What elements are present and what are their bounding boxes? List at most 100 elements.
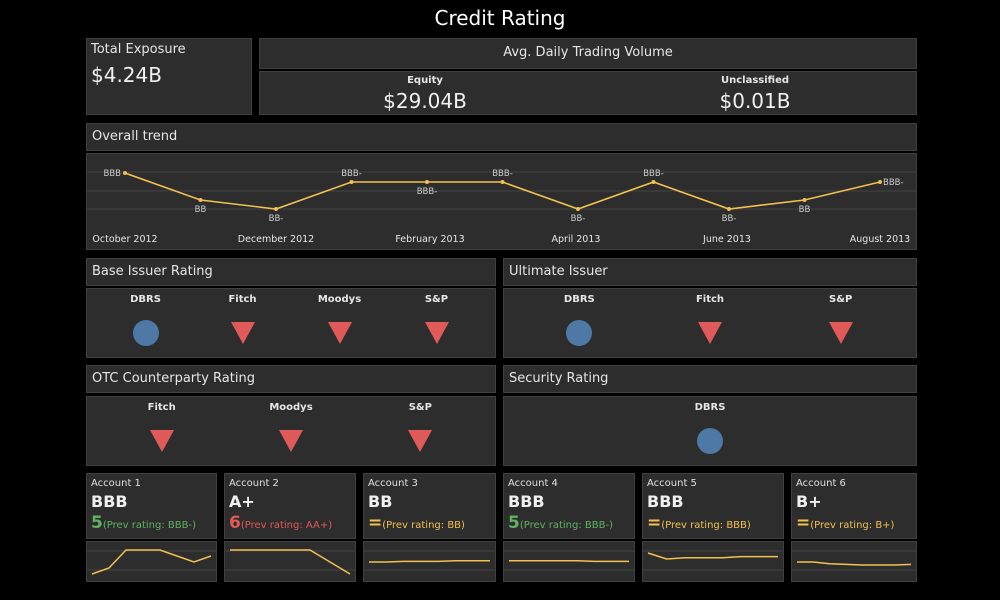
- account-sparkline-panel: [791, 541, 917, 582]
- trend-point: [878, 180, 882, 184]
- account-rating: BB: [368, 492, 393, 511]
- account-label: Account 3: [368, 478, 418, 489]
- account-card[interactable]: Account 3 BB =(Prev rating: BB): [363, 473, 496, 539]
- account-change: =(Prev rating: BB): [368, 513, 465, 533]
- down-triangle-icon: [698, 322, 722, 344]
- account-label: Account 1: [91, 478, 141, 489]
- trend-point: [349, 180, 354, 184]
- account-card[interactable]: Account 1 BBB 5(Prev rating: BBB-): [86, 473, 217, 539]
- trend-point: [651, 180, 656, 184]
- trend-x-tick-label: April 2013: [552, 234, 601, 245]
- account-change-indicator: 5: [91, 513, 103, 533]
- trend-data-label: BB: [195, 205, 207, 215]
- ultimate-issuer-label-fitch: Fitch: [695, 294, 725, 305]
- account-change: =(Prev rating: B+): [796, 513, 894, 533]
- account-sparkline: [643, 550, 783, 571]
- account-prev-rating: (Prev rating: B+): [810, 520, 895, 531]
- account-rating: BBB: [91, 492, 128, 511]
- account-sparkline: [364, 550, 495, 571]
- down-triangle-icon: [327, 322, 352, 344]
- account-change: 5(Prev rating: BBB-): [508, 513, 613, 533]
- adtv-title: Avg. Daily Trading Volume: [503, 45, 673, 60]
- sparkline-line: [797, 561, 912, 566]
- account-change: =(Prev rating: BBB): [647, 513, 751, 533]
- otc-title: OTC Counterparty Rating: [92, 371, 255, 386]
- account-change: 5(Prev rating: BBB-): [91, 513, 196, 533]
- circle-icon: [132, 320, 159, 346]
- down-triangle-icon: [424, 322, 449, 344]
- base-issuer-label-fitch: Fitch: [228, 294, 257, 305]
- account-sparkline-panel: [224, 541, 356, 582]
- down-triangle-icon: [828, 322, 853, 344]
- trend-point: [123, 171, 127, 175]
- account-sparkline: [792, 550, 916, 571]
- otc-label-sp: S&P: [408, 402, 432, 413]
- account-card[interactable]: Account 2 A+ 6(Prev rating: AA+): [224, 473, 356, 539]
- base-issuer-label-dbrs: DBRS: [130, 294, 161, 305]
- otc-label-fitch: Fitch: [147, 402, 176, 413]
- equity-value: $29.04B: [383, 89, 467, 113]
- trend-x-tick-label: June 2013: [702, 234, 751, 245]
- security-label-dbrs: DBRS: [694, 402, 726, 413]
- account-change: 6(Prev rating: AA+): [229, 513, 332, 533]
- trend-x-tick-label: December 2012: [238, 234, 314, 245]
- trend-point: [576, 207, 580, 211]
- down-triangle-icon: [408, 430, 433, 452]
- trend-chart: BBBBBBB-BBB-BBB-BBB-BB-BBB-BB-BBBBB-Octo…: [87, 169, 916, 245]
- page-title: Credit Rating: [434, 6, 566, 30]
- trend-data-label: BBB-: [341, 169, 362, 179]
- account-change-indicator: =: [368, 513, 383, 533]
- account-sparkline-panel: [86, 541, 217, 582]
- account-change-indicator: 5: [508, 513, 520, 533]
- trend-chart-panel: BBB BB BB- BBB- BBB- BBB- BB- BBB- BB- BB BBB- Octo…: [86, 153, 917, 250]
- account-label: Account 5: [647, 478, 697, 489]
- account-sparkline: [87, 549, 216, 575]
- unclassified-value: $0.01B: [719, 89, 791, 113]
- sparkline-line: [369, 560, 490, 563]
- security-panel: DBRS: [503, 396, 917, 466]
- account-rating: A+: [229, 492, 255, 511]
- adtv-header: Avg. Daily Trading Volume: [259, 38, 917, 69]
- account-label: Account 6: [796, 478, 846, 489]
- trend-point: [425, 180, 429, 184]
- account-rating: BBB: [508, 492, 545, 511]
- trend-x-tick-label: February 2013: [395, 234, 464, 245]
- circle-icon: [566, 320, 593, 346]
- trend-point: [274, 207, 278, 211]
- trend-point: [198, 198, 203, 202]
- account-prev-rating: (Prev rating: AA+): [240, 520, 333, 531]
- account-card[interactable]: Account 4 BBB 5(Prev rating: BBB-): [503, 473, 635, 539]
- account-label: Account 4: [508, 478, 558, 489]
- equity-label: Equity: [407, 75, 443, 86]
- trend-data-label: BBB-: [883, 178, 904, 188]
- unclassified-label: Unclassified: [720, 75, 790, 86]
- otc-label-moodys: Moodys: [269, 402, 313, 413]
- security-title-panel: Security Rating: [503, 365, 917, 393]
- adtv-values-panel: Equity $29.04B Unclassified $0.01B: [259, 71, 917, 115]
- ultimate-issuer-title: Ultimate Issuer: [509, 264, 608, 279]
- account-change-indicator: =: [647, 513, 662, 533]
- trend-data-label: BBB: [104, 169, 122, 179]
- trend-data-label: BB-: [269, 214, 284, 224]
- ultimate-issuer-panel: DBRS Fitch S&P: [503, 288, 917, 358]
- account-card[interactable]: Account 6 B+ =(Prev rating: B+): [791, 473, 917, 539]
- ultimate-issuer-label-dbrs: DBRS: [563, 294, 595, 305]
- trend-point: [727, 207, 731, 211]
- total-exposure-panel: Total Exposure $4.24B: [86, 38, 252, 115]
- account-sparkline: [504, 550, 634, 571]
- total-exposure-value: $4.24B: [91, 63, 162, 87]
- trend-title: Overall trend: [92, 129, 178, 144]
- ultimate-issuer-label-sp: S&P: [829, 294, 853, 305]
- account-change-indicator: 6: [229, 513, 241, 533]
- base-issuer-label-moodys: Moodys: [317, 294, 362, 305]
- trend-point: [802, 198, 807, 202]
- account-card[interactable]: Account 5 BBB =(Prev rating: BBB): [642, 473, 784, 539]
- down-triangle-icon: [149, 430, 174, 452]
- account-prev-rating: (Prev rating: BB): [382, 520, 465, 531]
- base-issuer-panel: DBRS Fitch Moodys S&P: [86, 288, 496, 358]
- account-sparkline: [225, 549, 355, 575]
- trend-x-tick-label: October 2012: [92, 234, 157, 245]
- trend-data-label: BBB-: [417, 187, 438, 197]
- trend-title-panel: Overall trend: [86, 123, 917, 151]
- account-label: Account 2: [229, 478, 279, 489]
